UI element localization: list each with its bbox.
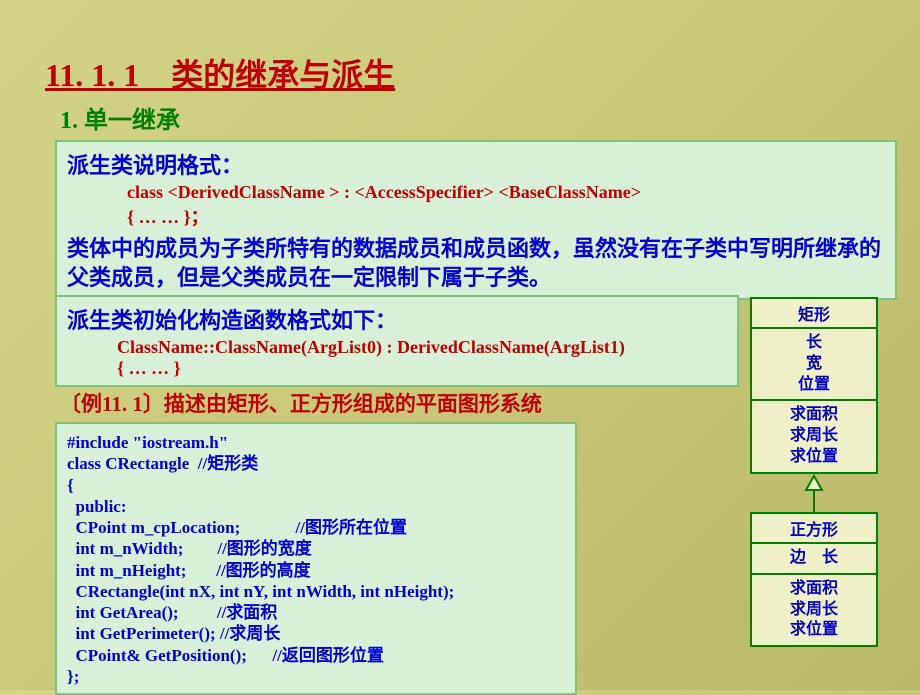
uml-sq-op: 求面积 — [752, 579, 876, 600]
code-line: int GetArea(); //求面积 — [67, 602, 565, 623]
uml-rect-op: 求面积 — [752, 405, 876, 426]
box1-label: 派生类说明格式： — [67, 148, 885, 180]
code-line: int m_nHeight; //图形的高度 — [67, 560, 565, 581]
example-label: 〔例11. 1〕描述由矩形、正方形组成的平面图形系统 — [60, 388, 542, 418]
syntax-box-1: 派生类说明格式： class <DerivedClassName > : <Ac… — [55, 140, 897, 300]
uml-sq-op: 求周长 — [752, 600, 876, 621]
box2-code1: ClassName::ClassName(ArgList0) : Derived… — [117, 337, 727, 358]
code-line: int GetPerimeter(); //求周长 — [67, 623, 565, 644]
page-title: 11. 1. 1 类的继承与派生 — [45, 50, 395, 96]
code-line: }; — [67, 666, 565, 687]
uml-sq-header: 正方形 — [752, 514, 876, 544]
box1-note: 类体中的成员为子类所特有的数据成员和成员函数，虽然没有在子类中写明所继承的父类成… — [67, 235, 885, 292]
uml-rect-attr: 位置 — [752, 375, 876, 396]
uml-rect-op: 求位置 — [752, 447, 876, 468]
uml-rect-attr: 宽 — [752, 354, 876, 375]
box2-code2: { … … } — [117, 358, 727, 379]
uml-rectangle: 矩形 长 宽 位置 求面积 求周长 求位置 — [750, 297, 878, 518]
uml-rect-attr: 长 — [752, 333, 876, 354]
code-line: CRectangle(int nX, int nY, int nWidth, i… — [67, 581, 565, 602]
uml-rect-op: 求周长 — [752, 426, 876, 447]
uml-rect-header: 矩形 — [752, 299, 876, 329]
code-block: #include "iostream.h" class CRectangle /… — [55, 422, 577, 695]
syntax-box-2: 派生类初始化构造函数格式如下： ClassName::ClassName(Arg… — [55, 295, 739, 387]
code-line: public: — [67, 496, 565, 517]
code-line: CPoint m_cpLocation; //图形所在位置 — [67, 517, 565, 538]
code-line: class CRectangle //矩形类 — [67, 453, 565, 474]
section-subtitle: 1. 单一继承 — [60, 100, 180, 135]
uml-square: 正方形 边 长 求面积 求周长 求位置 — [750, 512, 878, 647]
code-line: CPoint& GetPosition(); //返回图形位置 — [67, 645, 565, 666]
code-line: #include "iostream.h" — [67, 432, 565, 453]
box1-code2: { … … }； — [127, 203, 885, 229]
uml-sq-op: 求位置 — [752, 620, 876, 641]
uml-sq-attr: 边 长 — [752, 548, 876, 569]
box2-label: 派生类初始化构造函数格式如下： — [67, 303, 727, 335]
code-line: { — [67, 475, 565, 496]
code-line: int m_nWidth; //图形的宽度 — [67, 538, 565, 559]
box1-code1: class <DerivedClassName > : <AccessSpeci… — [127, 182, 885, 203]
